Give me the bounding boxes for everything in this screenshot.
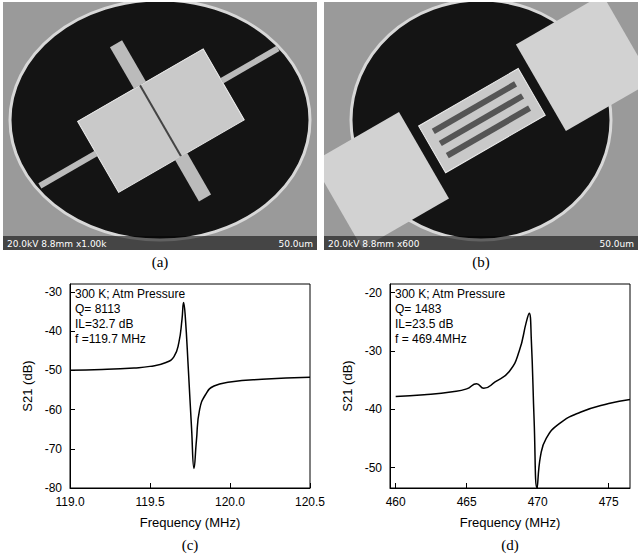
svg-text:-40: -40 <box>45 324 63 338</box>
svg-text:475: 475 <box>599 495 619 509</box>
svg-text:-70: -70 <box>45 442 63 456</box>
svg-text:119.5: 119.5 <box>135 495 164 509</box>
svg-text:119.0: 119.0 <box>55 495 84 509</box>
html-text:(d): (d) <box>501 537 519 553</box>
svg-text:-30: -30 <box>45 285 63 299</box>
svg-text:f =119.7 MHz: f =119.7 MHz <box>75 332 146 346</box>
svg-text:-40: -40 <box>365 402 383 416</box>
svg-text:-80: -80 <box>45 481 63 495</box>
svg-text:300 K; Atm Pressure: 300 K; Atm Pressure <box>395 287 505 301</box>
svg-text:50.0um: 50.0um <box>278 239 313 249</box>
svg-text:-20: -20 <box>365 286 383 300</box>
svg-text:120.5: 120.5 <box>295 495 325 509</box>
svg-text:-30: -30 <box>365 344 383 358</box>
svg-text:465: 465 <box>457 495 477 509</box>
svg-text:120.0: 120.0 <box>215 495 245 509</box>
svg-text:IL=32.7 dB: IL=32.7 dB <box>75 317 133 331</box>
svg-text:Q= 1483: Q= 1483 <box>395 302 442 316</box>
html-text:(b): (b) <box>472 254 490 270</box>
svg-text:50.0um: 50.0um <box>599 239 634 249</box>
svg-text:20.0kV 8.8mm x600: 20.0kV 8.8mm x600 <box>328 239 420 249</box>
html-text:(a): (a) <box>151 254 169 270</box>
svg-text:S21 (dB): S21 (dB) <box>20 360 35 411</box>
svg-text:-50: -50 <box>45 363 63 377</box>
svg-text:-50: -50 <box>365 461 383 475</box>
svg-text:S21 (dB): S21 (dB) <box>340 360 355 411</box>
svg-text:-60: -60 <box>45 403 63 417</box>
svg-text:300 K; Atm Pressure: 300 K; Atm Pressure <box>75 287 185 301</box>
svg-text:460: 460 <box>386 495 406 509</box>
svg-text:IL=23.5 dB: IL=23.5 dB <box>395 317 453 331</box>
html-text:(c): (c) <box>181 537 199 553</box>
svg-text:20.0kV 8.8mm x1.00k: 20.0kV 8.8mm x1.00k <box>7 239 107 249</box>
svg-text:Frequency (MHz): Frequency (MHz) <box>460 515 560 530</box>
svg-text:Frequency (MHz): Frequency (MHz) <box>140 515 240 530</box>
svg-text:Q= 8113: Q= 8113 <box>75 302 121 316</box>
svg-text:470: 470 <box>528 495 548 509</box>
svg-text:f = 469.4MHz: f = 469.4MHz <box>395 332 467 346</box>
